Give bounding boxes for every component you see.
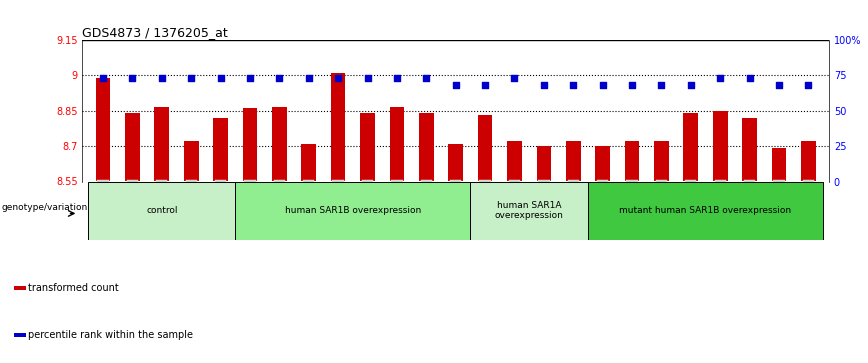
FancyBboxPatch shape <box>588 182 823 240</box>
Text: GSM1279609: GSM1279609 <box>745 182 754 233</box>
Text: human SAR1A
overexpression: human SAR1A overexpression <box>495 201 563 220</box>
Text: GSM1279600: GSM1279600 <box>363 182 372 233</box>
Bar <box>507 141 522 182</box>
Text: genotype/variation: genotype/variation <box>2 203 88 212</box>
Point <box>273 75 286 81</box>
FancyBboxPatch shape <box>470 182 588 240</box>
Bar <box>95 78 110 182</box>
Point <box>332 75 345 81</box>
Text: GSM1279614: GSM1279614 <box>539 182 549 232</box>
Bar <box>360 113 375 182</box>
Bar <box>14 333 26 337</box>
Text: GSM1279601: GSM1279601 <box>392 182 401 232</box>
Text: GSM1279602: GSM1279602 <box>422 182 431 232</box>
Point <box>772 82 786 88</box>
Text: GSM1279595: GSM1279595 <box>216 182 225 233</box>
Text: control: control <box>146 206 178 215</box>
Text: GSM1279593: GSM1279593 <box>157 182 167 233</box>
Text: mutant human SAR1B overexpression: mutant human SAR1B overexpression <box>620 206 792 215</box>
Bar <box>390 107 404 182</box>
Point <box>214 75 227 81</box>
Text: GSM1279591: GSM1279591 <box>99 182 108 232</box>
Bar <box>184 141 199 182</box>
Bar <box>772 148 786 182</box>
Point <box>302 75 316 81</box>
Bar <box>713 111 727 182</box>
Bar <box>155 107 169 182</box>
Point <box>184 75 198 81</box>
Point <box>155 75 168 81</box>
Text: GSM1279608: GSM1279608 <box>716 182 725 232</box>
Text: transformed count: transformed count <box>28 283 118 293</box>
Text: human SAR1B overexpression: human SAR1B overexpression <box>285 206 421 215</box>
Bar <box>449 144 463 182</box>
Bar <box>301 144 316 182</box>
Text: GSM1279598: GSM1279598 <box>305 182 313 232</box>
Text: GSM1279597: GSM1279597 <box>275 182 284 233</box>
Bar <box>625 141 640 182</box>
Text: GSM1279605: GSM1279605 <box>628 182 636 233</box>
Bar <box>566 141 581 182</box>
FancyBboxPatch shape <box>89 182 235 240</box>
Text: GSM1279612: GSM1279612 <box>481 182 490 232</box>
Text: GSM1279610: GSM1279610 <box>774 182 784 232</box>
Text: GSM1279599: GSM1279599 <box>333 182 343 233</box>
Text: GSM1279604: GSM1279604 <box>598 182 607 233</box>
Point <box>390 75 404 81</box>
Bar <box>14 286 26 290</box>
FancyBboxPatch shape <box>235 182 470 240</box>
Text: GSM1279606: GSM1279606 <box>657 182 666 233</box>
Point <box>684 82 698 88</box>
Bar <box>683 113 698 182</box>
Text: GDS4873 / 1376205_at: GDS4873 / 1376205_at <box>82 26 228 39</box>
Point <box>566 82 580 88</box>
Point <box>478 82 492 88</box>
Bar <box>536 146 551 182</box>
Point <box>449 82 463 88</box>
Point <box>743 75 757 81</box>
Bar <box>801 141 816 182</box>
Bar <box>595 146 610 182</box>
Bar <box>243 109 257 182</box>
Point <box>419 75 433 81</box>
Point <box>625 82 639 88</box>
Bar <box>125 113 140 182</box>
Bar <box>742 118 757 182</box>
Text: GSM1279613: GSM1279613 <box>510 182 519 232</box>
Bar <box>477 115 492 182</box>
Bar <box>272 107 286 182</box>
Bar <box>419 113 434 182</box>
Point <box>713 75 727 81</box>
Text: GSM1279615: GSM1279615 <box>569 182 578 232</box>
Bar <box>331 73 345 182</box>
Text: GSM1279594: GSM1279594 <box>187 182 195 233</box>
Point <box>537 82 551 88</box>
Text: GSM1279596: GSM1279596 <box>246 182 254 233</box>
Point <box>243 75 257 81</box>
Point <box>126 75 140 81</box>
Bar <box>214 118 228 182</box>
Point <box>360 75 374 81</box>
Point <box>96 75 110 81</box>
Text: percentile rank within the sample: percentile rank within the sample <box>28 330 193 340</box>
Text: GSM1279603: GSM1279603 <box>451 182 460 233</box>
Point <box>654 82 668 88</box>
Bar <box>654 141 668 182</box>
Point <box>508 75 522 81</box>
Text: GSM1279592: GSM1279592 <box>128 182 137 232</box>
Text: GSM1279611: GSM1279611 <box>804 182 812 232</box>
Point <box>801 82 815 88</box>
Point <box>595 82 609 88</box>
Text: GSM1279607: GSM1279607 <box>687 182 695 233</box>
